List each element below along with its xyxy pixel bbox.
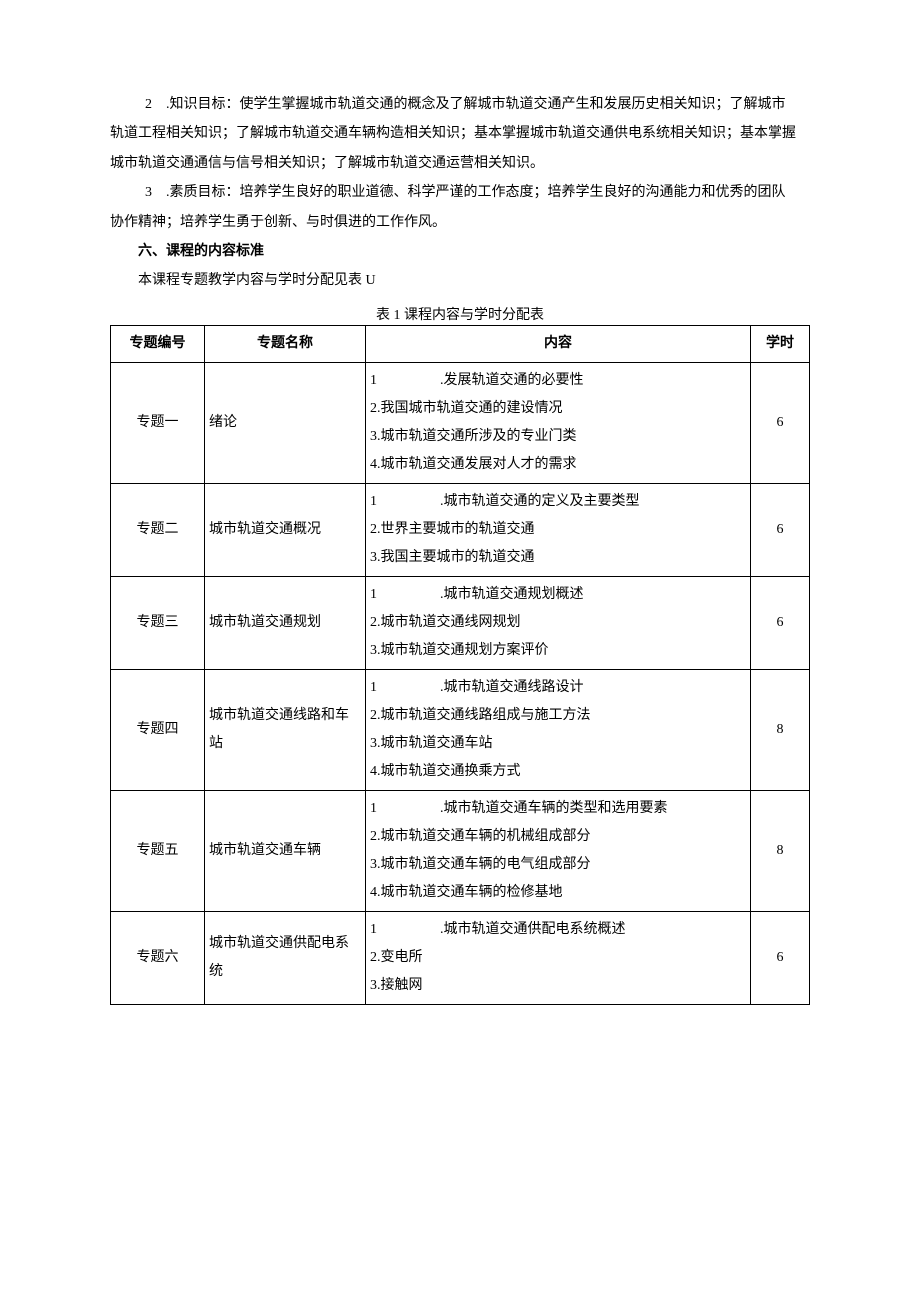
table-row: 专题一绪论1.发展轨道交通的必要性2.我国城市轨道交通的建设情况3.城市轨道交通… (111, 363, 810, 484)
content-line: 3.接触网 (370, 972, 746, 1000)
body-text-1: 本课程专题教学内容与学时分配见表 U (110, 266, 810, 295)
paragraph-2-line1: 2 .知识目标：使学生掌握城市轨道交通的概念及了解城市轨道交通产生和发展历史相关… (110, 90, 810, 119)
content-line: 1.城市轨道交通车辆的类型和选用要素 (370, 795, 746, 823)
content-line: 1.发展轨道交通的必要性 (370, 367, 746, 395)
cell-topic-name: 城市轨道交通规划 (205, 577, 366, 670)
col-header-id: 专题编号 (111, 326, 205, 363)
cell-hours: 6 (751, 484, 810, 577)
cell-hours: 6 (751, 363, 810, 484)
content-item-number: 1 (370, 795, 440, 823)
content-item-number: 1 (370, 488, 440, 516)
content-item-number: 1 (370, 674, 440, 702)
cell-topic-name: 城市轨道交通概况 (205, 484, 366, 577)
col-header-hours: 学时 (751, 326, 810, 363)
cell-content: 1.发展轨道交通的必要性2.我国城市轨道交通的建设情况3.城市轨道交通所涉及的专… (366, 363, 751, 484)
cell-topic-id: 专题一 (111, 363, 205, 484)
content-line: 3.城市轨道交通车辆的电气组成部分 (370, 851, 746, 879)
paragraph-2-line2: 轨道工程相关知识；了解城市轨道交通车辆构造相关知识；基本掌握城市轨道交通供电系统… (110, 119, 810, 148)
table-caption: 表 1 课程内容与学时分配表 (110, 306, 810, 326)
cell-content: 1.城市轨道交通线路设计2.城市轨道交通线路组成与施工方法3.城市轨道交通车站4… (366, 670, 751, 791)
cell-topic-id: 专题五 (111, 791, 205, 912)
section-heading-6: 六、课程的内容标准 (110, 237, 810, 266)
cell-content: 1.城市轨道交通的定义及主要类型2.世界主要城市的轨道交通3.我国主要城市的轨道… (366, 484, 751, 577)
cell-topic-name: 城市轨道交通线路和车站 (205, 670, 366, 791)
cell-topic-id: 专题六 (111, 912, 205, 1005)
content-line: 2.城市轨道交通车辆的机械组成部分 (370, 823, 746, 851)
content-line: 4.城市轨道交通换乘方式 (370, 758, 746, 786)
table-row: 专题五城市轨道交通车辆1.城市轨道交通车辆的类型和选用要素2.城市轨道交通车辆的… (111, 791, 810, 912)
content-line: 4.城市轨道交通车辆的检修基地 (370, 879, 746, 907)
content-line: 2.世界主要城市的轨道交通 (370, 516, 746, 544)
content-line: 3.城市轨道交通车站 (370, 730, 746, 758)
content-line: 2.变电所 (370, 944, 746, 972)
content-line: 1.城市轨道交通规划概述 (370, 581, 746, 609)
table-row: 专题四城市轨道交通线路和车站1.城市轨道交通线路设计2.城市轨道交通线路组成与施… (111, 670, 810, 791)
cell-topic-name: 城市轨道交通车辆 (205, 791, 366, 912)
content-item-number: 1 (370, 367, 440, 395)
content-item-number: 1 (370, 581, 440, 609)
cell-content: 1.城市轨道交通供配电系统概述2.变电所3.接触网 (366, 912, 751, 1005)
paragraph-3-line2: 协作精神；培养学生勇于创新、与时俱进的工作作风。 (110, 208, 810, 237)
cell-topic-id: 专题三 (111, 577, 205, 670)
content-line: 4.城市轨道交通发展对人才的需求 (370, 451, 746, 479)
cell-topic-name: 城市轨道交通供配电系统 (205, 912, 366, 1005)
table-row: 专题三城市轨道交通规划1.城市轨道交通规划概述2.城市轨道交通线网规划3.城市轨… (111, 577, 810, 670)
content-line: 3.城市轨道交通规划方案评价 (370, 637, 746, 665)
content-line: 1.城市轨道交通线路设计 (370, 674, 746, 702)
cell-content: 1.城市轨道交通规划概述2.城市轨道交通线网规划3.城市轨道交通规划方案评价 (366, 577, 751, 670)
cell-content: 1.城市轨道交通车辆的类型和选用要素2.城市轨道交通车辆的机械组成部分3.城市轨… (366, 791, 751, 912)
table-header-row: 专题编号 专题名称 内容 学时 (111, 326, 810, 363)
cell-hours: 6 (751, 912, 810, 1005)
content-line: 1.城市轨道交通的定义及主要类型 (370, 488, 746, 516)
cell-topic-id: 专题二 (111, 484, 205, 577)
paragraph-3-line1: 3 .素质目标：培养学生良好的职业道德、科学严谨的工作态度；培养学生良好的沟通能… (110, 178, 810, 207)
document-page: 2 .知识目标：使学生掌握城市轨道交通的概念及了解城市轨道交通产生和发展历史相关… (0, 0, 920, 1301)
table-row: 专题二城市轨道交通概况1.城市轨道交通的定义及主要类型2.世界主要城市的轨道交通… (111, 484, 810, 577)
content-line: 3.城市轨道交通所涉及的专业门类 (370, 423, 746, 451)
cell-hours: 8 (751, 670, 810, 791)
cell-topic-name: 绪论 (205, 363, 366, 484)
content-line: 1.城市轨道交通供配电系统概述 (370, 916, 746, 944)
content-line: 3.我国主要城市的轨道交通 (370, 544, 746, 572)
content-item-number: 1 (370, 916, 440, 944)
col-header-name: 专题名称 (205, 326, 366, 363)
col-header-content: 内容 (366, 326, 751, 363)
content-line: 2.城市轨道交通线网规划 (370, 609, 746, 637)
cell-hours: 6 (751, 577, 810, 670)
content-line: 2.我国城市轨道交通的建设情况 (370, 395, 746, 423)
cell-hours: 8 (751, 791, 810, 912)
course-content-table: 专题编号 专题名称 内容 学时 专题一绪论1.发展轨道交通的必要性2.我国城市轨… (110, 325, 810, 1005)
paragraph-2-line3: 城市轨道交通通信与信号相关知识；了解城市轨道交通运营相关知识。 (110, 149, 810, 178)
cell-topic-id: 专题四 (111, 670, 205, 791)
table-row: 专题六城市轨道交通供配电系统1.城市轨道交通供配电系统概述2.变电所3.接触网6 (111, 912, 810, 1005)
content-line: 2.城市轨道交通线路组成与施工方法 (370, 702, 746, 730)
